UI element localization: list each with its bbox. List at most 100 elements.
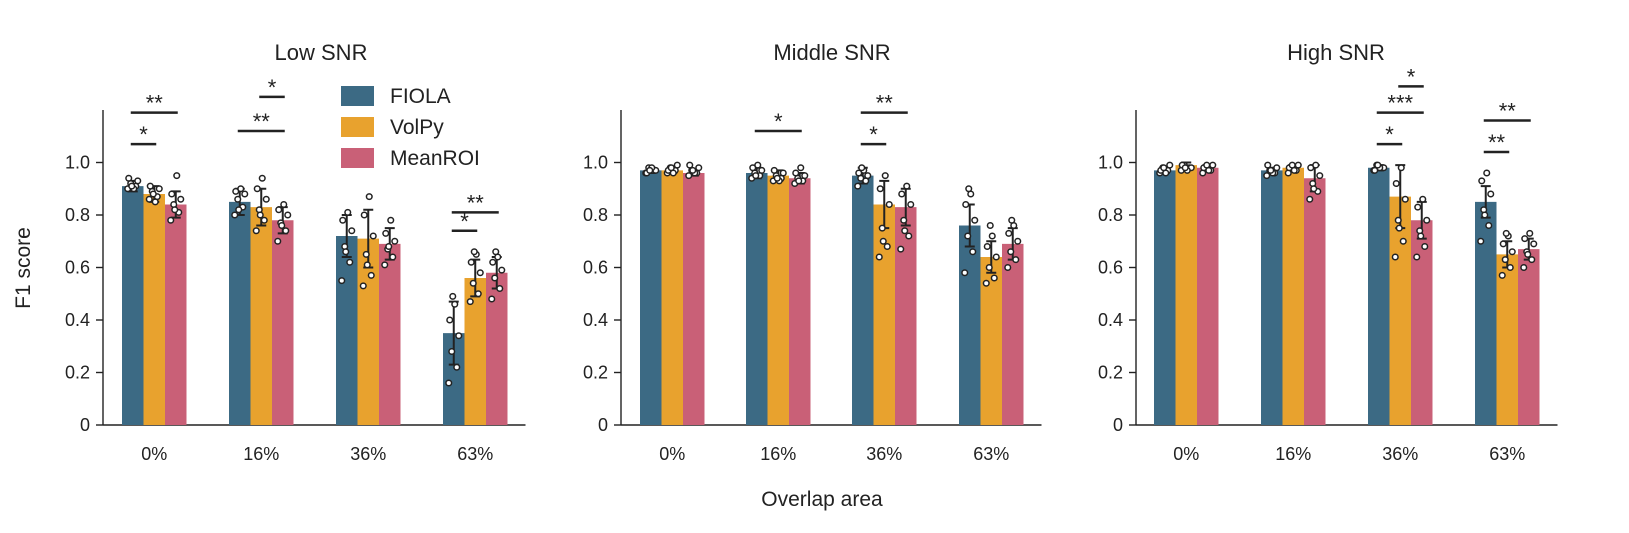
data-point [173, 172, 181, 180]
data-point [897, 245, 905, 253]
bar [464, 278, 486, 425]
data-point [858, 164, 866, 172]
data-point [492, 248, 500, 256]
bar [640, 170, 662, 425]
data-point [792, 169, 800, 177]
data-point [876, 185, 884, 193]
data-point [1498, 271, 1506, 279]
data-point [985, 263, 993, 272]
data-point [1485, 221, 1493, 230]
data-point [1399, 237, 1407, 245]
data-point [1264, 161, 1272, 169]
data-point [1499, 240, 1507, 248]
data-point [1520, 263, 1528, 272]
data-point [256, 211, 264, 219]
bar [272, 220, 294, 425]
data-point [128, 182, 136, 190]
legend: FIOLA VolPy MeanROI [341, 85, 480, 170]
data-point [962, 200, 970, 209]
data-point [488, 295, 496, 303]
data-point [1294, 161, 1302, 169]
bar [1175, 165, 1197, 425]
panel-title: High SNR [1287, 40, 1385, 65]
legend-label: FIOLA [390, 85, 451, 108]
bar [165, 204, 187, 425]
data-point [982, 279, 990, 287]
significance-label: *** [1387, 91, 1413, 116]
bar [959, 225, 981, 425]
bar [1154, 170, 1176, 425]
x-tick-label: 16% [760, 444, 796, 464]
x-tick-label: 16% [243, 444, 279, 464]
data-point [385, 242, 393, 251]
data-point [1316, 172, 1324, 180]
legend-swatch [341, 86, 374, 106]
data-point [1263, 172, 1271, 180]
data-point [673, 161, 681, 169]
data-point [344, 208, 352, 216]
panel-title: Low SNR [275, 40, 368, 65]
data-point [369, 232, 377, 240]
bar [1197, 167, 1219, 425]
data-point [986, 221, 994, 230]
data-point [1160, 164, 1168, 172]
data-point [338, 277, 346, 285]
data-point [382, 229, 390, 237]
bar [1304, 178, 1326, 425]
bar [873, 204, 895, 425]
bar [661, 170, 683, 425]
data-point [474, 290, 482, 298]
data-point [1014, 237, 1022, 245]
data-point [795, 177, 803, 185]
data-point [252, 227, 260, 235]
data-point [282, 227, 290, 235]
y-tick-label: 0.2 [583, 363, 608, 383]
significance-label: ** [253, 109, 271, 134]
data-point [469, 279, 477, 287]
data-point [359, 282, 367, 290]
data-point [1007, 248, 1015, 256]
significance-label: ** [1488, 130, 1506, 155]
y-tick-label: 1.0 [1098, 153, 1123, 173]
data-point [878, 224, 886, 232]
data-point [348, 227, 356, 235]
data-point [171, 206, 179, 214]
x-tick-label: 0% [141, 444, 167, 464]
data-point [466, 298, 474, 306]
data-point [964, 232, 972, 240]
data-point [167, 216, 175, 224]
data-point [1506, 263, 1514, 272]
significance-label: * [1407, 64, 1416, 89]
data-point [1005, 229, 1013, 237]
data-point [241, 190, 249, 198]
x-axis-label: Overlap area [761, 488, 883, 511]
y-tick-label: 0 [598, 415, 608, 435]
data-point [864, 172, 872, 180]
y-tick-label: 0 [1113, 415, 1123, 435]
data-point [1310, 185, 1318, 193]
x-tick-label: 63% [457, 444, 493, 464]
x-tick-label: 0% [659, 444, 685, 464]
data-point [389, 253, 397, 261]
bar [767, 175, 789, 425]
bar [789, 178, 811, 425]
data-point [445, 379, 453, 387]
significance-label: * [460, 209, 469, 234]
data-point [988, 232, 996, 240]
data-point [1004, 263, 1012, 272]
data-point [965, 185, 973, 193]
data-point [1423, 216, 1431, 224]
x-tick-label: 63% [1489, 444, 1525, 464]
data-point [1528, 256, 1536, 264]
y-tick-label: 0.6 [583, 258, 608, 278]
data-point [1421, 242, 1429, 251]
legend-swatch [341, 148, 374, 168]
legend-label: VolPy [390, 116, 444, 139]
data-point [900, 216, 908, 224]
data-point [758, 166, 766, 174]
data-point [134, 177, 142, 185]
data-point [234, 195, 242, 203]
